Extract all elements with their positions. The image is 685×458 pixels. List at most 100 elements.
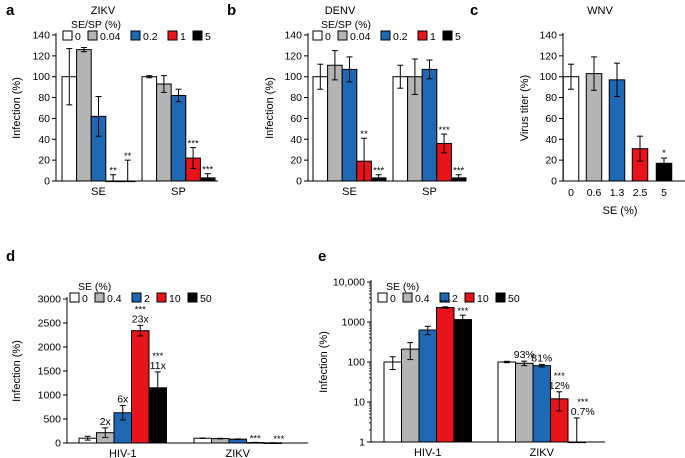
bar	[401, 348, 420, 443]
fold-change-label: 11x	[150, 360, 167, 372]
legend-swatch	[439, 292, 450, 303]
x-category-label: 1.3	[610, 187, 625, 199]
y-tick-label: 20	[38, 155, 50, 167]
y-tick-label: 1500	[38, 366, 62, 378]
bar	[131, 330, 150, 444]
y-tick-label: 1000	[342, 317, 366, 329]
y-tick-label: 0	[296, 176, 302, 188]
bar	[341, 68, 358, 182]
y-tick-label: 500	[43, 414, 61, 426]
y-tick-label: 120	[539, 50, 557, 62]
legend-label: 0.4	[415, 293, 430, 305]
significance-stars: **	[124, 151, 132, 162]
legend-title: SE/SP (%)	[71, 19, 121, 31]
significance-stars: ***	[135, 304, 146, 315]
x-axis-label: SE (%)	[603, 205, 638, 217]
legend-swatch	[187, 292, 198, 303]
legend-swatch	[380, 30, 391, 41]
legend-swatch	[402, 292, 413, 303]
legend-swatch	[69, 292, 80, 303]
y-tick-label: 60	[38, 113, 50, 125]
y-tick-label: 0	[55, 438, 61, 450]
significance-stars: ***	[457, 306, 468, 317]
legend-swatch	[417, 30, 428, 41]
legend-title: SE (%)	[78, 281, 111, 293]
legend-swatch	[464, 292, 475, 303]
x-category-label: HIV-1	[109, 448, 137, 458]
significance-stars: ***	[250, 433, 261, 444]
legend-label: 0	[75, 31, 81, 43]
bar	[421, 68, 438, 182]
legend-swatch	[94, 292, 105, 303]
bar	[312, 76, 329, 182]
panel-label: e	[318, 248, 326, 265]
x-category-label: ZIKV	[226, 448, 251, 458]
legend-swatch	[87, 30, 98, 41]
significance-stars: *	[662, 148, 666, 159]
legend-swatch	[62, 30, 73, 41]
significance-stars: ***	[554, 371, 565, 382]
significance-stars: ***	[373, 166, 384, 177]
legend-title: SE (%)	[386, 281, 419, 293]
y-tick-label: 40	[290, 134, 302, 146]
bar	[392, 76, 409, 182]
bar	[497, 361, 516, 443]
panel-label: c	[470, 2, 478, 19]
x-category-label: SP	[171, 186, 186, 198]
y-axis-label: Virus titer (%)	[519, 75, 531, 141]
y-tick-label: 100	[284, 71, 302, 83]
bar	[76, 49, 92, 182]
bar	[193, 437, 212, 444]
significance-stars: **	[360, 129, 368, 140]
legend-swatch	[130, 30, 141, 41]
fold-change-label: 6x	[117, 394, 129, 406]
y-axis-label: Infection (%)	[318, 331, 330, 393]
legend-swatch	[156, 292, 167, 303]
y-tick-label: 100	[32, 71, 50, 83]
percent-label: 81%	[531, 352, 552, 364]
chart-title: ZIKV	[91, 5, 116, 17]
bar	[170, 94, 187, 182]
legend-label: 50	[200, 293, 212, 305]
significance-stars: ***	[439, 125, 450, 136]
y-tick-label: 1	[359, 437, 365, 449]
y-tick-label: 60	[290, 113, 302, 125]
legend-label: 0.2	[143, 31, 158, 43]
y-tick-label: 10	[353, 397, 365, 409]
legend-label: 10	[477, 293, 489, 305]
bar	[532, 365, 551, 443]
percent-label: 93%	[514, 349, 535, 361]
significance-stars: **	[109, 166, 117, 177]
panel-label: b	[227, 2, 236, 19]
legend-label: 5	[455, 31, 461, 43]
y-tick-label: 1000	[38, 390, 62, 402]
x-category-label: SP	[422, 186, 437, 198]
bar	[562, 76, 580, 182]
legend-label: 2	[452, 293, 458, 305]
legend-swatch	[312, 30, 323, 41]
y-tick-label: 40	[38, 134, 50, 146]
bar	[453, 319, 472, 443]
x-category-label: ZIKV	[530, 447, 555, 458]
legend-label: 2	[144, 293, 150, 305]
bar	[383, 361, 402, 443]
bar	[436, 307, 455, 443]
x-category-label: 0	[568, 187, 574, 199]
y-tick-label: 120	[284, 50, 302, 62]
y-tick-label: 20	[545, 155, 557, 167]
y-tick-label: 120	[32, 50, 50, 62]
significance-stars: ***	[152, 351, 163, 362]
legend-swatch	[377, 292, 388, 303]
x-category-label: SE	[342, 186, 357, 198]
legend-label: 1	[430, 31, 436, 43]
y-tick-label: 20	[290, 155, 302, 167]
fold-change-label: 23x	[132, 313, 150, 325]
legend-label: 0	[325, 31, 331, 43]
y-axis-label: Infection (%)	[11, 77, 23, 139]
x-category-label: 5	[661, 187, 667, 199]
y-tick-label: 10,000	[333, 277, 365, 289]
legend-swatch	[495, 292, 506, 303]
y-tick-label: 0	[44, 176, 50, 188]
x-category-label: 0.6	[587, 187, 602, 199]
